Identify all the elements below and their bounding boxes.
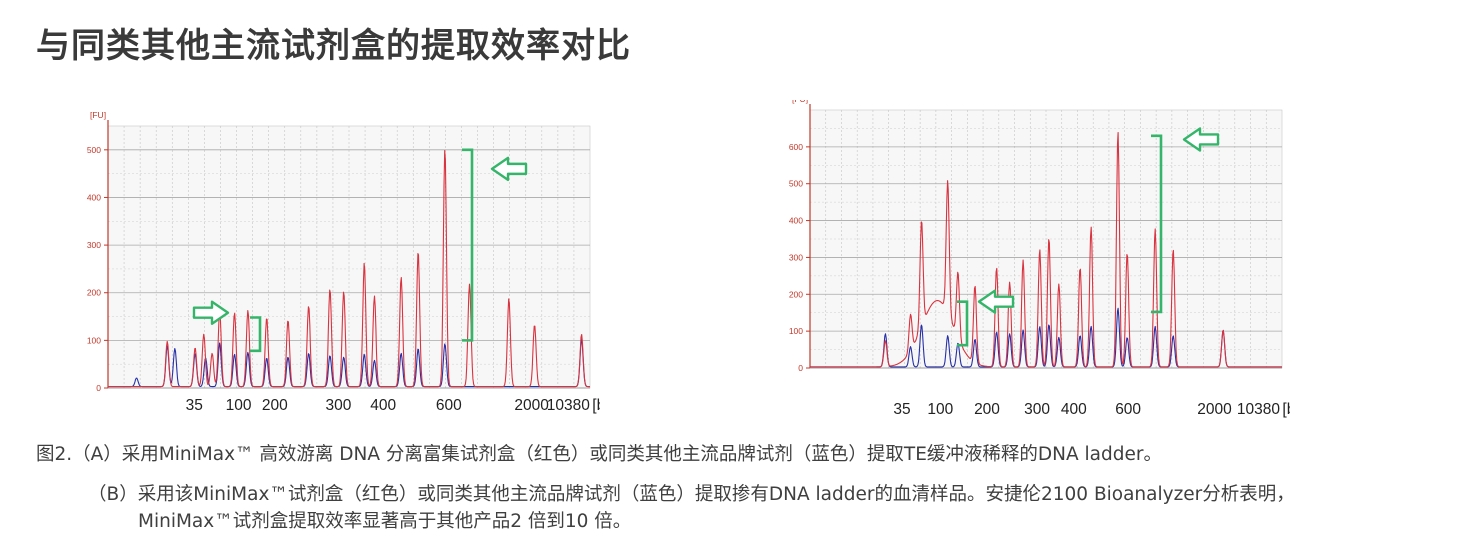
- y-tick-label: 0: [798, 363, 803, 373]
- bracket-annotation: [957, 300, 969, 347]
- bracket-annotation: [250, 316, 262, 353]
- y-tick-label: 200: [87, 288, 101, 298]
- arrow-annotation: [192, 300, 230, 325]
- x-tick-label: 400: [370, 397, 396, 414]
- bracket-line: [250, 316, 262, 353]
- y-tick-label: 400: [87, 192, 101, 202]
- y-tick-label: 100: [87, 335, 101, 345]
- bracket-line: [462, 148, 474, 342]
- x-tick-label: 2000: [514, 397, 549, 414]
- trace-red: [810, 131, 1282, 368]
- x-tick-label: 300: [325, 397, 351, 414]
- y-tick-label: 600: [789, 142, 803, 152]
- page-title: 与同类其他主流试剂盒的提取效率对比: [36, 26, 631, 66]
- x-tick-label: 200: [262, 397, 288, 414]
- x-axis-label: [bp]: [1282, 401, 1290, 418]
- y-tick-label: 500: [789, 179, 803, 189]
- y-tick-label: 400: [789, 216, 803, 226]
- y-tick-label: 0: [96, 383, 101, 393]
- y-grid: [810, 128, 1282, 350]
- chart-b: 0 100 200 300 400 500 600 [FU] 35 100 200 300 400 600…: [789, 100, 1290, 418]
- x-tick-label: 100: [927, 401, 953, 418]
- y-axis-label: [FU]: [90, 110, 106, 120]
- chart-a: 0 100 200 300 400 500 [FU] 35 100 200 300 400 600 200…: [87, 110, 600, 414]
- x-tick-label: 100: [226, 397, 252, 414]
- y-tick-label: 300: [87, 240, 101, 250]
- caption-b-line2: MiniMax™试剂盒提取效率显著高于其他产品2 倍到10 倍。: [138, 511, 632, 532]
- bracket-line: [1151, 134, 1163, 314]
- trace-red: [108, 150, 590, 388]
- y-axis-label: [FU]: [792, 100, 808, 104]
- y-grid: [108, 149, 590, 365]
- x-tick-label: 35: [893, 401, 910, 418]
- x-axis-label: [bp]: [592, 397, 600, 414]
- y-tick-label: 100: [789, 326, 803, 336]
- y-tick-label: 500: [87, 145, 101, 155]
- x-tick-label: 300: [1024, 401, 1050, 418]
- caption-b-line1: （B）采用该MiniMax™试剂盒（红色）或同类其他主流品牌试剂（蓝色）提取掺有…: [88, 484, 1295, 505]
- x-tick-label: 400: [1061, 401, 1087, 418]
- bracket-line: [957, 300, 969, 347]
- bracket-annotation: [1151, 134, 1163, 314]
- x-tick-label: 10380: [547, 397, 590, 414]
- x-tick-label: 10380: [1237, 401, 1280, 418]
- caption-a: 图2.（A）采用MiniMax™ 高效游离 DNA 分离富集试剂盒（红色）或同类…: [36, 444, 1162, 465]
- bracket-annotation: [462, 148, 474, 342]
- x-tick-label: 35: [186, 397, 203, 414]
- arrow-annotation: [1182, 127, 1220, 152]
- arrow-annotation: [977, 289, 1015, 314]
- x-tick-label: 600: [436, 397, 462, 414]
- x-tick-label: 200: [974, 401, 1000, 418]
- y-tick-label: 300: [789, 252, 803, 262]
- y-tick-label: 200: [789, 289, 803, 299]
- arrow-annotation: [490, 156, 528, 182]
- x-tick-label: 600: [1115, 401, 1141, 418]
- x-tick-label: 2000: [1197, 401, 1232, 418]
